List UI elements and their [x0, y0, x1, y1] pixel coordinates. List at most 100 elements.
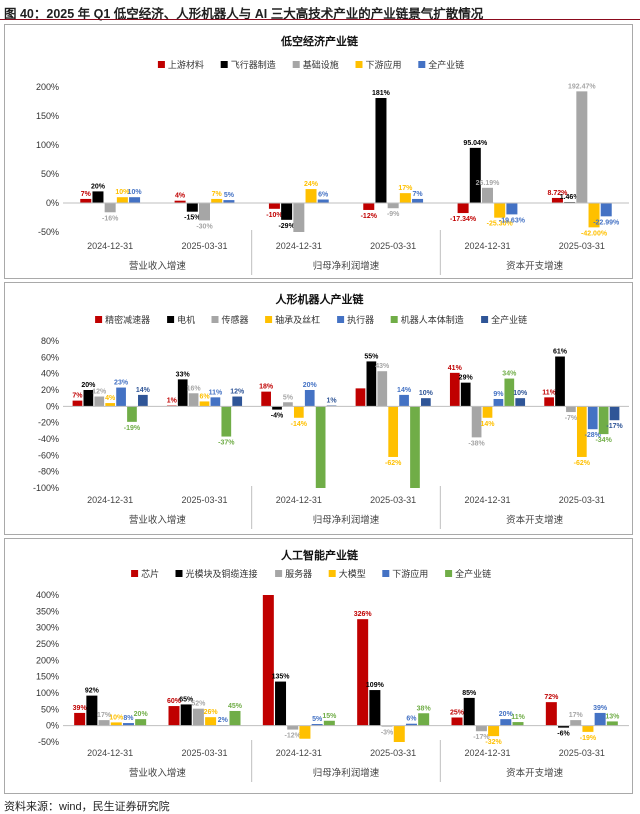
y-tick-label: -100% [33, 483, 59, 493]
bar [80, 198, 92, 203]
data-label: 11% [209, 389, 223, 396]
y-tick-label: 150% [36, 111, 59, 121]
data-label: -9% [387, 211, 400, 218]
data-label: 24% [304, 181, 319, 188]
group-label: 营业收入增速 [129, 514, 187, 526]
data-label: 11% [542, 389, 556, 396]
bar [199, 203, 210, 221]
data-label: 13% [605, 713, 620, 720]
data-label: 38% [417, 705, 432, 712]
bar [598, 406, 609, 435]
data-label: 7% [212, 191, 223, 198]
data-label: 1.46% [560, 194, 581, 201]
data-label: 65% [179, 696, 194, 703]
legend-swatch [220, 61, 228, 68]
bar [116, 387, 126, 407]
bar [482, 406, 493, 418]
group-label: 资本开支增速 [506, 767, 564, 779]
bar [494, 203, 506, 218]
legend-label: 下游应用 [392, 568, 428, 579]
data-label: 14% [480, 421, 495, 428]
bar [177, 379, 188, 407]
data-label: 23% [114, 380, 129, 387]
group-label: 营业收入增速 [129, 260, 187, 272]
data-label: 17% [569, 712, 584, 719]
category-label: 2024-12-31 [464, 495, 510, 505]
bar [188, 393, 199, 407]
bar [116, 197, 128, 203]
bar [412, 198, 424, 203]
bar [587, 406, 598, 430]
data-label: 20% [303, 382, 318, 389]
y-tick-label: 200% [36, 82, 59, 92]
y-tick-label: 0% [46, 401, 59, 411]
bar [418, 713, 430, 726]
panel-ai: 人工智能产业链 芯片 光模块及铜缆连接 服务器 大模型 下游应用 全产业链 -50% 0% 50%… [4, 538, 633, 794]
y-tick-label: 100% [36, 140, 59, 150]
group-label: 归母净利润增速 [313, 260, 380, 272]
data-label: -19% [124, 425, 141, 432]
legend-label: 上游材料 [168, 59, 204, 70]
legend-label: 基础设施 [303, 59, 339, 70]
data-label: -7% [565, 415, 578, 422]
data-label: 95.04% [463, 140, 488, 147]
bar [83, 390, 94, 407]
y-tick-label: 300% [36, 623, 59, 633]
data-label: 60% [167, 698, 182, 705]
data-label: -14% [291, 421, 308, 428]
bar [388, 406, 399, 457]
bar [122, 723, 134, 726]
legend-swatch [481, 316, 489, 323]
data-label: 85% [462, 690, 477, 697]
y-tick-label: 200% [36, 655, 59, 665]
bar [180, 704, 192, 726]
data-label: 18% [259, 384, 274, 391]
y-tick-label: 40% [41, 369, 59, 379]
group-label: 营业收入增速 [129, 767, 187, 779]
legend-swatch [265, 316, 273, 323]
legend-label: 电机 [177, 314, 195, 325]
bar [211, 198, 223, 203]
y-tick-label: -60% [38, 450, 59, 460]
group-label: 资本开支增速 [506, 260, 564, 272]
data-label: 4% [175, 193, 186, 200]
data-label: -62% [574, 460, 591, 467]
data-label: -25.30% [487, 221, 514, 228]
bar [576, 406, 587, 457]
legend-label: 全产业链 [428, 59, 464, 70]
bar [299, 725, 311, 739]
y-tick-label: 60% [41, 352, 59, 362]
data-label: -17% [473, 734, 490, 741]
bar [463, 697, 475, 726]
data-label: 14% [397, 387, 412, 394]
legend-swatch [211, 316, 219, 323]
data-label: 10% [513, 390, 528, 397]
legend-swatch [275, 570, 283, 577]
data-label: -12% [361, 213, 378, 220]
category-label: 2024-12-31 [87, 495, 133, 505]
bar [104, 203, 116, 213]
bar [576, 91, 588, 203]
legend-label: 执行器 [347, 314, 374, 325]
y-tick-label: 50% [41, 704, 59, 714]
panel-low-altitude: 低空经济产业链 上游材料 飞行器制造 基础设施 下游应用 全产业链 -50% 0% 50% 100… [4, 24, 633, 279]
bar [399, 394, 409, 407]
legend-label: 飞行器制造 [231, 59, 276, 70]
data-label: 39% [593, 705, 608, 712]
data-label: 6% [318, 192, 329, 199]
legend-label: 光模块及铜缆连接 [186, 568, 258, 579]
bar [570, 720, 582, 726]
data-label: 6% [406, 716, 417, 723]
bar [72, 400, 83, 407]
bar [566, 406, 576, 413]
bar [399, 193, 411, 203]
bar [460, 382, 471, 407]
data-label: -16% [102, 215, 119, 222]
category-label: 2025-03-31 [559, 748, 605, 758]
data-label: -34% [595, 437, 612, 444]
bar [94, 396, 105, 407]
bar [287, 725, 299, 730]
data-label: 10% [115, 189, 130, 196]
data-label: 26% [204, 709, 219, 716]
